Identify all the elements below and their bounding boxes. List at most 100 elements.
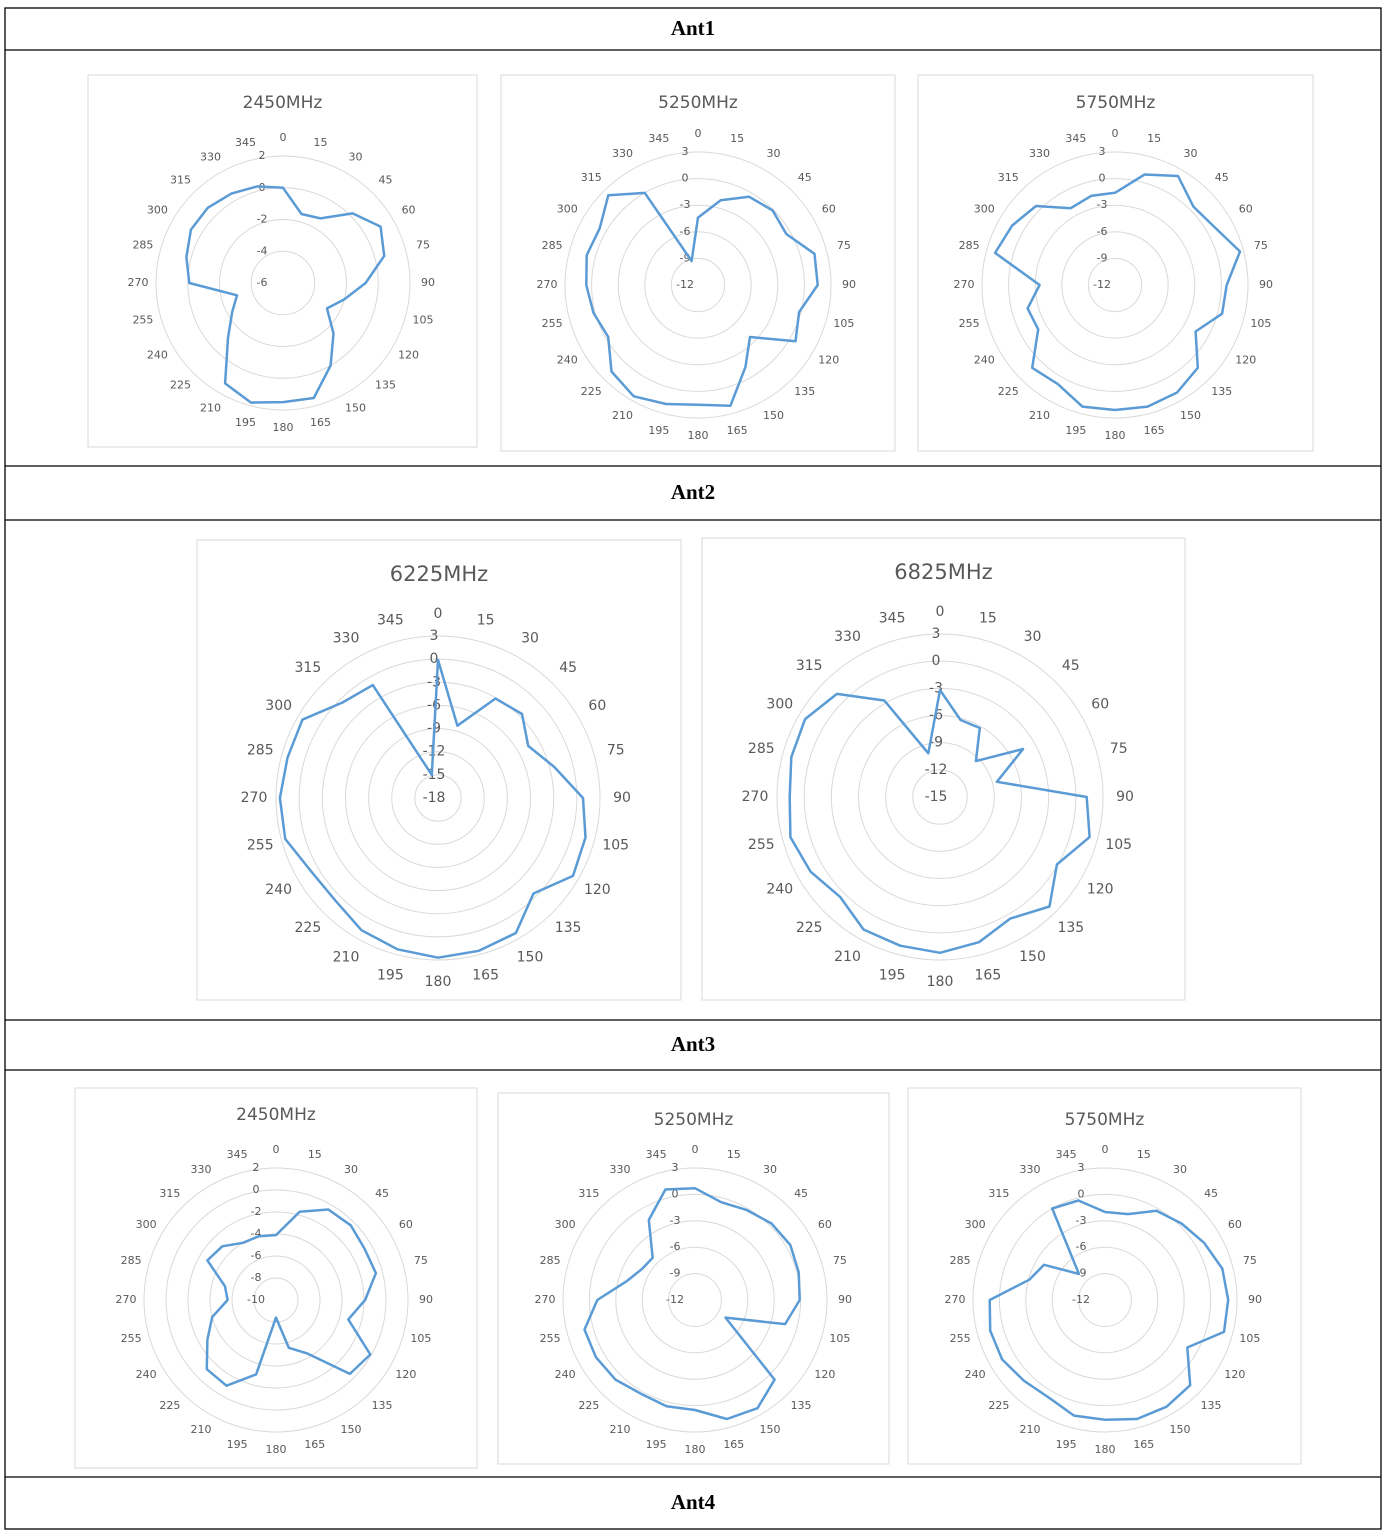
chart-title: 5250MHz: [658, 93, 738, 113]
radial-tick-label: -6: [670, 1240, 681, 1253]
angle-label: 180: [1105, 429, 1126, 442]
angle-label: 105: [1105, 837, 1132, 853]
angle-label: 75: [833, 1254, 847, 1267]
angle-label: 135: [555, 920, 582, 936]
angle-label: 285: [540, 1254, 561, 1267]
grid-ring: [391, 751, 485, 845]
angle-label: 75: [416, 238, 430, 251]
radial-tick-label: 3: [1078, 1161, 1085, 1174]
grid-ring: [617, 204, 779, 366]
angle-label: 195: [1065, 424, 1086, 437]
grid-ring: [253, 1277, 299, 1323]
angle-label: 195: [879, 968, 906, 984]
angle-label: 165: [1133, 1438, 1154, 1451]
angle-label: 30: [349, 150, 363, 163]
angle-label: 15: [730, 132, 744, 145]
angle-label: 330: [610, 1163, 631, 1176]
radial-tick-label: 0: [932, 653, 941, 669]
angle-label: 60: [399, 1218, 413, 1231]
radial-tick-label: -12: [1072, 1293, 1090, 1306]
angle-label: 210: [612, 409, 633, 422]
angle-label: 120: [1087, 882, 1114, 898]
angle-label: 315: [988, 1187, 1009, 1200]
angle-label: 165: [1144, 424, 1165, 437]
radial-tick-label: -9: [670, 1267, 681, 1280]
angle-label: 30: [1173, 1163, 1187, 1176]
angle-label: 105: [413, 314, 434, 327]
grid-ring: [219, 219, 347, 347]
grid-ring: [165, 1189, 387, 1411]
angle-label: 90: [1116, 789, 1134, 805]
table-lines: [4, 7, 1382, 1530]
angle-label: 210: [1029, 409, 1050, 422]
chart-frame: [907, 1087, 1302, 1465]
angle-label: 150: [1180, 409, 1201, 422]
angle-label: 75: [1254, 239, 1268, 252]
angle-label: 150: [763, 409, 784, 422]
radial-tick-label: -3: [680, 198, 691, 211]
angle-label: 45: [379, 173, 393, 186]
angle-label: 255: [132, 314, 153, 327]
angle-label: 345: [646, 1148, 667, 1161]
angle-label: 165: [975, 968, 1002, 984]
series-line: [988, 1199, 1230, 1421]
grid-ring: [803, 660, 1077, 934]
radial-tick-label: -12: [676, 278, 694, 291]
angle-label: 180: [425, 974, 452, 990]
radial-tick-label: 3: [672, 1161, 679, 1174]
angle-label: 210: [610, 1423, 631, 1436]
angle-label: 15: [477, 612, 495, 628]
grid-ring: [562, 1167, 828, 1433]
chart-title: 5750MHz: [1065, 1110, 1145, 1130]
angle-label: 255: [748, 837, 775, 853]
series-line: [788, 688, 1091, 955]
angle-label: 330: [200, 150, 221, 163]
angle-label: 120: [395, 1368, 416, 1381]
angle-label: 120: [818, 354, 839, 367]
angle-label: 75: [1243, 1254, 1257, 1267]
angle-label: 15: [1147, 132, 1161, 145]
grid-ring: [344, 704, 532, 892]
angle-label: 0: [1112, 127, 1119, 140]
grid-ring: [1061, 231, 1169, 339]
angle-label: 255: [542, 317, 563, 330]
chart-frame: [87, 74, 478, 448]
angle-label: 165: [727, 424, 748, 437]
angle-label: 240: [147, 349, 168, 362]
chart-title: 6825MHz: [894, 560, 992, 584]
radial-tick-label: -18: [423, 790, 446, 806]
angle-label: 315: [581, 171, 602, 184]
angle-label: 75: [837, 239, 851, 252]
angle-label: 60: [822, 203, 836, 216]
angle-label: 300: [555, 1218, 576, 1231]
angle-label: 165: [310, 416, 331, 429]
angle-label: 210: [200, 402, 221, 415]
grid-ring: [1087, 257, 1143, 313]
angle-label: 60: [818, 1218, 832, 1231]
angle-label: 45: [1215, 171, 1229, 184]
angle-label: 195: [377, 968, 404, 984]
radial-tick-label: -9: [680, 251, 691, 264]
angle-label: 285: [247, 742, 274, 758]
angle-label: 270: [537, 278, 558, 291]
angle-label: 210: [1020, 1423, 1041, 1436]
angle-label: 270: [241, 790, 268, 806]
angle-label: 150: [517, 949, 544, 965]
grid-ring: [998, 1193, 1212, 1407]
angle-label: 270: [128, 276, 149, 289]
angle-label: 0: [1102, 1143, 1109, 1156]
angle-label: 90: [1259, 278, 1273, 291]
angle-label: 225: [998, 385, 1019, 398]
angle-label: 135: [791, 1399, 812, 1412]
radial-tick-label: -3: [427, 674, 441, 690]
angle-label: 120: [584, 882, 611, 898]
chart-title: 5250MHz: [654, 1110, 734, 1130]
angle-label: 270: [742, 789, 769, 805]
angle-label: 345: [1065, 132, 1086, 145]
angle-label: 15: [1137, 1148, 1151, 1161]
grid-ring: [972, 1167, 1238, 1433]
angle-label: 285: [542, 239, 563, 252]
angle-label: 30: [521, 631, 539, 647]
